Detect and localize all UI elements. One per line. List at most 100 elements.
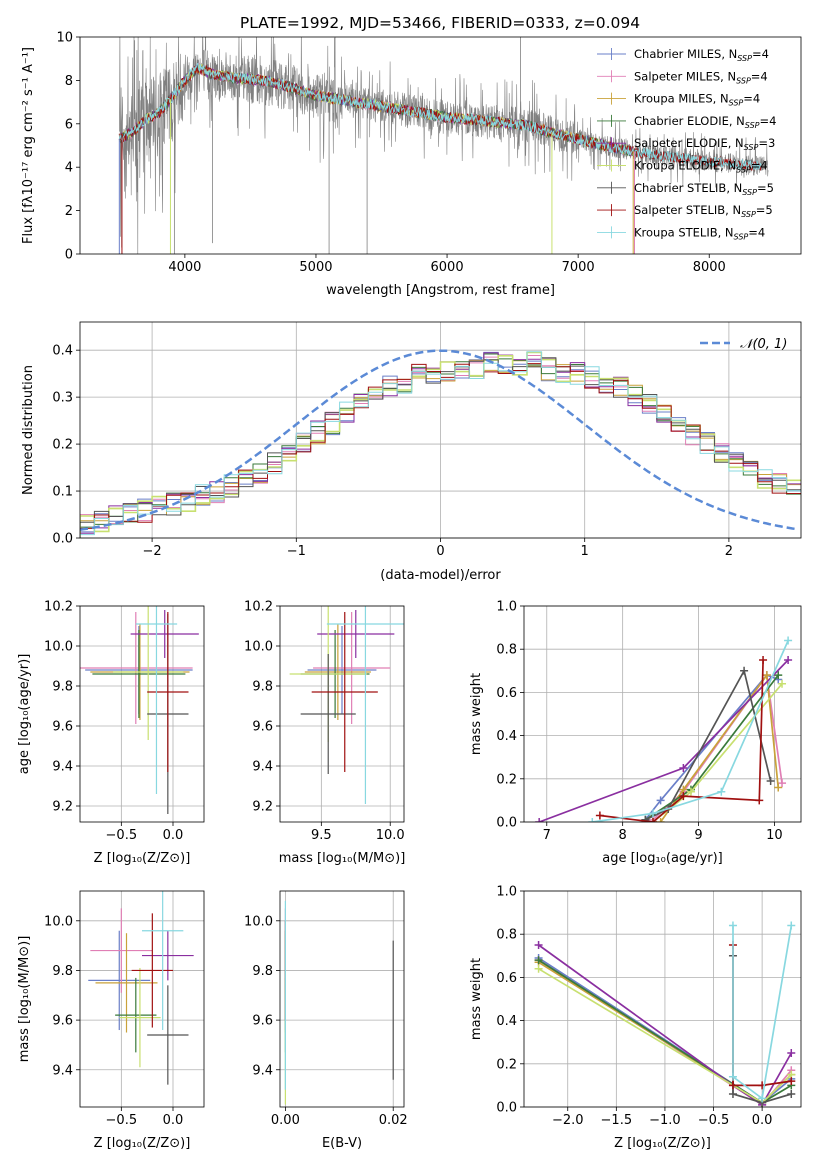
weight-marker xyxy=(787,921,796,930)
axes-frame xyxy=(79,890,205,1108)
error-bar xyxy=(142,891,184,1031)
error-bar xyxy=(131,913,173,1028)
x-tick-label: 10.0 xyxy=(376,828,405,843)
mass-weight-vs-z-panel: −2.0 −1.5 −1.0 −0.5 0.0 0.0 0.2 0.4 0.6 0.8 1.0 Z [… xyxy=(469,885,802,1151)
weight-marker xyxy=(649,818,658,822)
weight-marker xyxy=(740,666,749,675)
x-tick-label: 0.00 xyxy=(271,1113,300,1128)
y-tick-label: 2 xyxy=(65,204,73,219)
weight-lines xyxy=(534,921,796,1107)
axes-frame xyxy=(279,605,405,823)
error-bar xyxy=(147,985,189,1085)
x-tick-label: 0 xyxy=(436,544,444,559)
y-axis-label: mass weight xyxy=(469,673,484,755)
residual-histogram-panel: −2 −1 0 1 2 0.0 0.1 0.2 0.3 0.4 (data-model)/error… xyxy=(21,321,802,583)
x-tick-label: −2 xyxy=(143,544,162,559)
x-axis-label: age [log₁₀(age/yr)] xyxy=(602,851,723,866)
error-bar xyxy=(304,624,371,720)
x-tick-label: 9 xyxy=(694,828,702,843)
weight-series xyxy=(588,636,793,822)
y-tick-label: 9.2 xyxy=(252,800,273,815)
weight-marker xyxy=(766,776,775,785)
y-tick-label: 9.8 xyxy=(252,680,273,695)
weight-marker xyxy=(679,764,688,772)
y-tick-label: 9.8 xyxy=(52,964,73,979)
axes-frame xyxy=(279,890,405,1108)
weight-marker xyxy=(641,815,650,822)
weight-marker xyxy=(758,1094,767,1103)
y-tick-label: 1.0 xyxy=(496,600,517,615)
y-tick-label: 10.0 xyxy=(244,914,273,929)
weight-marker xyxy=(595,811,604,820)
y-tick-label: 0.2 xyxy=(496,772,517,787)
histograms xyxy=(80,349,801,538)
weight-series xyxy=(649,671,787,822)
y-tick-label: 0.0 xyxy=(496,1101,517,1116)
error-bar xyxy=(115,977,157,1053)
weight-marker xyxy=(728,1072,737,1081)
y-tick-label: 8 xyxy=(65,74,73,89)
y-tick-label: 10.2 xyxy=(44,600,73,615)
x-tick-label: −1.0 xyxy=(649,1113,681,1128)
y-tick-label: 9.6 xyxy=(252,1014,273,1029)
y-tick-label: 0.0 xyxy=(52,532,73,547)
legend-item: Kroupa MILES, NSSP=4 xyxy=(597,92,760,108)
weight-marker xyxy=(656,818,665,822)
y-tick-label: 9.8 xyxy=(52,680,73,695)
legend-item: Salpeter MILES, NSSP=4 xyxy=(597,69,768,85)
y-tick-label: 0.4 xyxy=(52,344,73,359)
weight-marker xyxy=(778,679,787,688)
age-vs-z-panel: −0.5 0.0 9.2 9.4 9.6 9.8 10.0 10.2 Z [log₁₀(Z/Z⊙… xyxy=(17,600,205,866)
weight-marker xyxy=(534,941,543,949)
x-tick-label: 2 xyxy=(725,544,733,559)
error-bar xyxy=(95,933,158,1033)
y-tick-label: 9.4 xyxy=(52,760,73,775)
age-vs-mass-panel: 9.5 10.0 9.2 9.4 9.6 9.8 10.0 10.2 mass [log₁₀(M… xyxy=(244,600,405,867)
x-tick-label: 6000 xyxy=(431,260,464,275)
legend-label: Salpeter STELIB, NSSP=5 xyxy=(634,203,773,219)
y-tick-label: 0.6 xyxy=(496,971,517,986)
x-tick-label: −0.5 xyxy=(106,1113,138,1128)
x-tick-label: 1 xyxy=(581,544,589,559)
legend-item: Salpeter ELODIE, NSSP=3 xyxy=(597,136,775,152)
y-tick-label: 10.0 xyxy=(244,640,273,655)
y-axis-label: mass [log₁₀(M/M⊙)] xyxy=(17,936,32,1063)
weight-series xyxy=(535,656,793,822)
error-bar xyxy=(119,967,161,1068)
x-tick-label: 4000 xyxy=(168,260,201,275)
error-bar xyxy=(326,606,404,804)
legend-label: 𝒩(0, 1) xyxy=(740,337,787,352)
x-tick-label: 10 xyxy=(766,828,783,843)
y-tick-label: 9.8 xyxy=(252,964,273,979)
legend-item: Chabrier ELODIE, NSSP=4 xyxy=(597,114,776,130)
y-tick-label: 0.8 xyxy=(496,928,517,943)
y-tick-label: 0.2 xyxy=(496,1057,517,1072)
mass-vs-ebv-panel: 0.00 0.02 9.4 9.6 9.8 10.0 E(B-V) xyxy=(244,890,408,1151)
x-tick-label: 9.5 xyxy=(311,828,332,843)
weight-marker xyxy=(717,787,726,796)
error-bar xyxy=(80,612,193,724)
normal-curve xyxy=(80,349,799,532)
error-bar xyxy=(307,626,377,714)
error-bars xyxy=(88,891,194,1085)
weight-line xyxy=(732,925,793,1100)
axes-frame xyxy=(523,890,802,1108)
weight-marker xyxy=(762,671,771,680)
weight-marker xyxy=(774,671,783,680)
y-tick-label: 10 xyxy=(56,31,73,46)
x-tick-label: 8000 xyxy=(693,260,726,275)
x-tick-label: −1.5 xyxy=(601,1113,633,1128)
y-tick-label: 0.4 xyxy=(496,1014,517,1029)
legend-item: Kroupa STELIB, NSSP=4 xyxy=(597,225,765,241)
axes-frame xyxy=(79,321,802,539)
y-axis-label: Flux [fλ10⁻¹⁷ erg cm⁻² s⁻¹ A⁻¹] xyxy=(21,47,36,244)
error-bar xyxy=(135,606,178,794)
weight-line xyxy=(599,659,764,822)
legend-label: Kroupa MILES, NSSP=4 xyxy=(634,92,760,108)
y-tick-label: 10.0 xyxy=(44,640,73,655)
y-tick-label: 9.6 xyxy=(52,720,73,735)
y-tick-label: 6 xyxy=(65,117,73,132)
legend-item: Salpeter STELIB, NSSP=5 xyxy=(597,203,773,219)
x-axis-label: (data-model)/error xyxy=(380,568,501,583)
